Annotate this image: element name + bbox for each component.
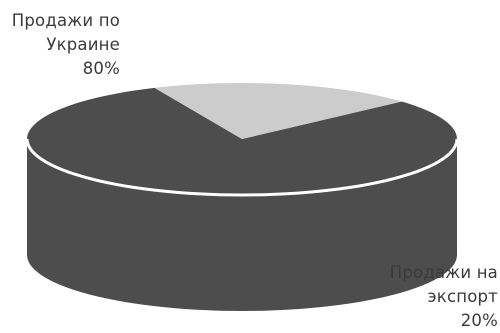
slice-1-side — [27, 139, 457, 311]
slice-category-line-1: Продажи по — [11, 11, 120, 30]
pie-rim-highlight — [25, 138, 459, 197]
slice-value-label: 20% — [460, 311, 498, 330]
slice-category-line-1: Продажи на — [389, 263, 498, 282]
slice-label-ukraine: Продажи по Украине 80% — [8, 9, 120, 81]
pie-sides — [27, 139, 457, 311]
slice-2-top — [154, 82, 402, 139]
slice-value-label: 80% — [82, 59, 120, 78]
pie-tops — [25, 82, 459, 197]
slice-category-line-2: экспорт — [427, 287, 498, 306]
slice-1-top — [26, 87, 457, 195]
slice-category-line-2: Украине — [46, 35, 120, 54]
slice-label-export: Продажи на экспорт 20% — [370, 261, 498, 333]
